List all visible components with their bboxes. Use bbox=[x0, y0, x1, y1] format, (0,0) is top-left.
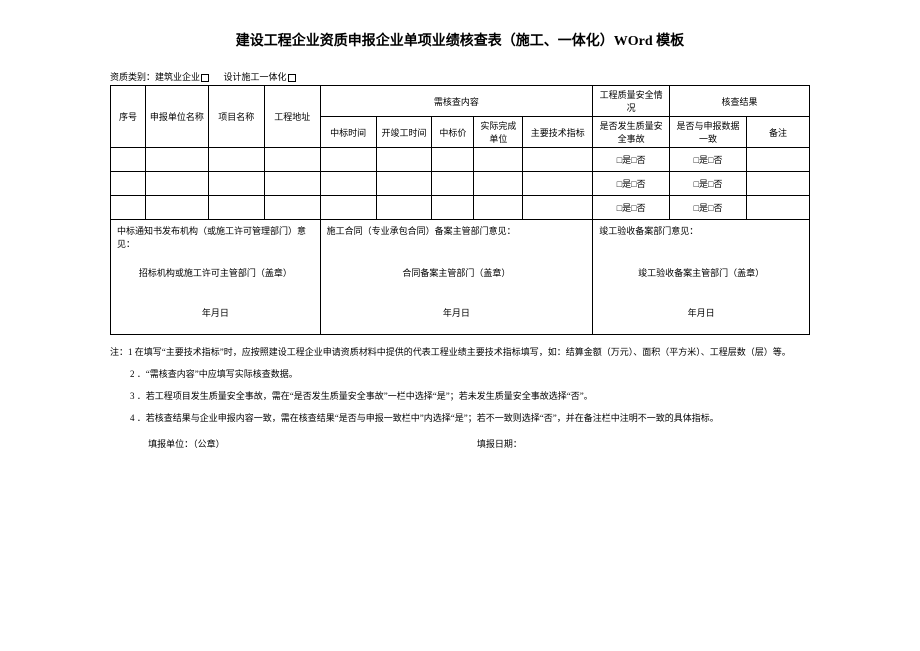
quality-check: □是□否 bbox=[593, 172, 670, 196]
col-addr: 工程地址 bbox=[264, 86, 320, 148]
quality-check: □是□否 bbox=[593, 196, 670, 220]
col-seq: 序号 bbox=[111, 86, 146, 148]
col-remark: 备注 bbox=[746, 117, 809, 148]
col-result: 核查结果 bbox=[670, 86, 810, 117]
signature-body-row: 招标机构或施工许可主管部门（盖章）年月日 合同备案主管部门（盖章）年月日 竣工验… bbox=[111, 254, 810, 334]
checkbox-icon bbox=[288, 74, 296, 82]
result-check: □是□否 bbox=[670, 196, 747, 220]
col-complete-time: 开竣工时间 bbox=[376, 117, 432, 148]
col-bid-time: 中标时间 bbox=[320, 117, 376, 148]
category-label: 资质类别：建筑业企业 bbox=[110, 72, 200, 82]
sig-right-title: 竣工验收备案部门意见： bbox=[593, 220, 810, 255]
quality-check: □是□否 bbox=[593, 148, 670, 172]
note-4: 4 ．若核查结果与企业申报内容一致，需在核查结果“是否与申报一致栏中”内选择“是… bbox=[110, 409, 810, 427]
col-check-content: 需核查内容 bbox=[320, 86, 593, 117]
col-actual-unit: 实际完成单位 bbox=[474, 117, 523, 148]
note-1: 注：1 在填写“主要技术指标”时，应按照建设工程企业申请资质材料中提供的代表工程… bbox=[110, 343, 810, 361]
page-title: 建设工程企业资质申报企业单项业绩核查表（施工、一体化）WOrd 模板 bbox=[110, 30, 810, 50]
note-2: 2 ．“需核查内容”中应填写实际核查数据。 bbox=[110, 365, 810, 383]
col-quality: 工程质量安全情况 bbox=[593, 86, 670, 117]
signature-title-row: 中标通知书发布机构（或施工许可管理部门）意见： 施工合同（专业承包合同）备案主管… bbox=[111, 220, 810, 255]
main-table: 序号 申报单位名称 项目名称 工程地址 需核查内容 工程质量安全情况 核查结果 … bbox=[110, 85, 810, 335]
fill-unit: 填报单位：（公章） bbox=[148, 437, 225, 450]
col-quality-sub: 是否发生质量安全事故 bbox=[593, 117, 670, 148]
col-proj: 项目名称 bbox=[208, 86, 264, 148]
sig-left-title: 中标通知书发布机构（或施工许可管理部门）意见： bbox=[111, 220, 321, 255]
result-check: □是□否 bbox=[670, 148, 747, 172]
fill-row: 填报单位：（公章） 填报日期： bbox=[110, 437, 810, 450]
category-label-2: 设计施工一体化 bbox=[224, 72, 287, 82]
category-row: 资质类别：建筑业企业 设计施工一体化 bbox=[110, 70, 810, 83]
col-tech-idx: 主要技术指标 bbox=[523, 117, 593, 148]
note-3: 3 ．若工程项目发生质量安全事故，需在“是否发生质量安全事故”一栏中选择“是”；… bbox=[110, 387, 810, 405]
sig-left-body: 招标机构或施工许可主管部门（盖章）年月日 bbox=[111, 254, 321, 334]
sig-mid-body: 合同备案主管部门（盖章）年月日 bbox=[320, 254, 593, 334]
notes-block: 注：1 在填写“主要技术指标”时，应按照建设工程企业申请资质材料中提供的代表工程… bbox=[110, 343, 810, 427]
fill-date: 填报日期： bbox=[477, 437, 522, 450]
sig-right-body: 竣工验收备案主管部门（盖章）年月日 bbox=[593, 254, 810, 334]
result-check: □是□否 bbox=[670, 172, 747, 196]
data-row: □是□否 □是□否 bbox=[111, 196, 810, 220]
col-result-sub: 是否与申报数据一致 bbox=[670, 117, 747, 148]
col-bid-price: 中标价 bbox=[432, 117, 474, 148]
data-row: □是□否 □是□否 bbox=[111, 172, 810, 196]
checkbox-icon bbox=[201, 74, 209, 82]
col-unit: 申报单位名称 bbox=[145, 86, 208, 148]
data-row: □是□否 □是□否 bbox=[111, 148, 810, 172]
sig-mid-title: 施工合同（专业承包合同）备案主管部门意见： bbox=[320, 220, 593, 255]
